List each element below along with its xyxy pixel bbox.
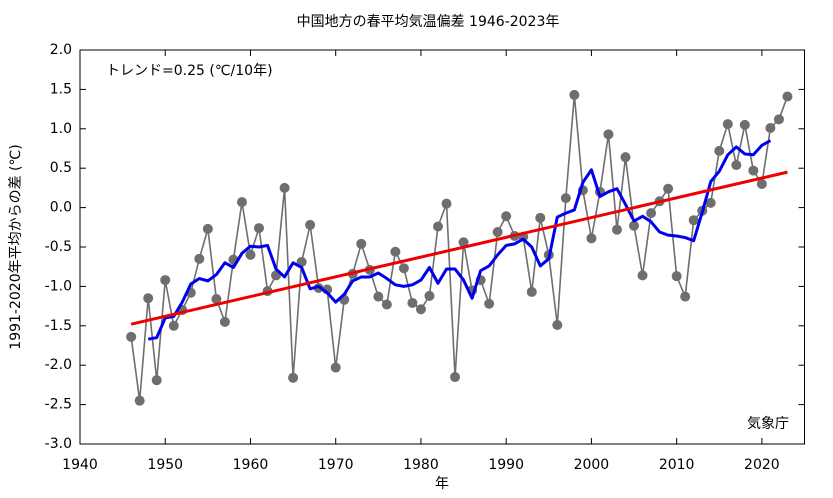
data-point xyxy=(680,291,691,302)
data-point xyxy=(245,249,256,260)
x-tick-label: 2000 xyxy=(574,457,610,473)
data-point xyxy=(441,198,452,209)
data-point xyxy=(671,271,682,282)
data-point xyxy=(484,298,495,309)
data-point xyxy=(279,182,290,193)
data-point xyxy=(629,220,640,231)
data-point xyxy=(620,152,631,163)
data-point xyxy=(143,293,154,304)
y-tick-label: 0.0 xyxy=(50,200,72,216)
data-point xyxy=(731,160,742,171)
data-point xyxy=(748,165,759,176)
data-point xyxy=(586,233,597,244)
y-tick-label: -0.5 xyxy=(45,239,72,255)
data-point xyxy=(705,197,716,208)
data-point xyxy=(663,183,674,194)
data-point xyxy=(211,294,222,305)
data-point xyxy=(373,291,384,302)
data-point xyxy=(415,304,426,315)
y-tick-label: -2.5 xyxy=(45,397,72,413)
annotation: トレンド=0.25 (℃/10年) xyxy=(106,63,273,79)
data-point xyxy=(782,91,793,102)
data-point xyxy=(381,299,392,310)
x-tick-label: 1970 xyxy=(318,457,354,473)
x-tick-label: 1940 xyxy=(62,457,98,473)
data-point xyxy=(535,212,546,223)
y-tick-label: 1.5 xyxy=(50,81,72,97)
data-point xyxy=(739,119,750,130)
data-point xyxy=(501,211,512,222)
y-tick-label: 0.5 xyxy=(50,160,72,176)
data-point xyxy=(398,263,409,274)
data-point xyxy=(526,286,537,297)
x-tick-label: 1950 xyxy=(147,457,183,473)
plot-frame xyxy=(79,49,805,445)
y-axis-label: 1991-2020年平均からの差 (℃) xyxy=(8,144,24,349)
data-point xyxy=(390,246,401,257)
y-tick-label: -1.0 xyxy=(45,278,72,294)
data-point xyxy=(424,290,435,301)
data-point xyxy=(773,114,784,125)
data-point xyxy=(219,316,230,327)
chart-title: 中国地方の春平均気温偏差 1946-2023年 xyxy=(297,14,560,30)
plot-area xyxy=(126,89,793,406)
y-tick-label: -2.0 xyxy=(45,357,72,373)
data-point xyxy=(288,372,299,383)
data-point xyxy=(330,362,341,373)
data-point xyxy=(765,123,776,134)
data-point xyxy=(611,224,622,235)
series-line xyxy=(147,139,772,341)
data-point xyxy=(492,227,503,238)
x-tick-label: 1990 xyxy=(488,457,524,473)
data-point xyxy=(569,89,580,100)
data-point xyxy=(714,145,725,156)
data-point xyxy=(603,129,614,140)
data-point xyxy=(722,119,733,130)
x-tick-label: 2020 xyxy=(744,457,780,473)
data-point xyxy=(458,237,469,248)
data-point xyxy=(305,219,316,230)
series-line xyxy=(130,170,788,326)
annotation: 気象庁 xyxy=(747,416,789,432)
x-tick-label: 2010 xyxy=(659,457,695,473)
data-point xyxy=(236,197,247,208)
data-point xyxy=(160,275,171,286)
data-point xyxy=(356,238,367,249)
data-point xyxy=(450,372,461,383)
y-tick-label: -3.0 xyxy=(45,436,72,452)
data-point xyxy=(756,178,767,189)
x-axis-label: 年 xyxy=(435,476,449,492)
data-point xyxy=(552,320,563,331)
data-point xyxy=(134,395,145,406)
y-tick-label: 2.0 xyxy=(50,42,72,58)
data-point xyxy=(253,223,264,234)
x-tick-label: 1960 xyxy=(233,457,269,473)
y-tick-label: -1.5 xyxy=(45,318,72,334)
data-point xyxy=(151,375,162,386)
data-point xyxy=(407,297,418,308)
data-point xyxy=(194,253,205,264)
data-point xyxy=(637,270,648,281)
y-tick-label: 1.0 xyxy=(50,121,72,137)
data-point xyxy=(126,331,137,342)
x-tick-label: 1980 xyxy=(403,457,439,473)
data-point xyxy=(168,320,179,331)
data-point xyxy=(432,221,443,232)
data-point xyxy=(560,193,571,204)
data-point xyxy=(646,208,657,219)
data-point xyxy=(202,223,213,234)
data-point xyxy=(688,215,699,226)
